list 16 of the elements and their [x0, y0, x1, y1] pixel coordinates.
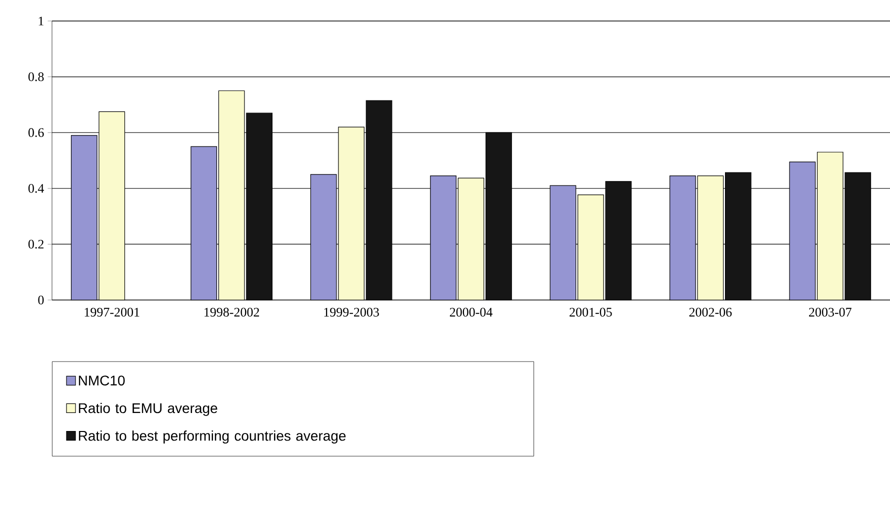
- y-tick-label: 0.6: [28, 128, 44, 138]
- x-tick-label: 2003-07: [809, 308, 852, 317]
- y-tick-label: 0.8: [28, 72, 44, 82]
- x-tick-label: 1997-2001: [84, 308, 140, 317]
- y-tick-label: 1: [38, 16, 44, 26]
- x-tick-label: 1999-2003: [324, 308, 379, 317]
- x-tick-label: 1998-2002: [204, 308, 260, 317]
- x-tick-label: 2000-04: [450, 308, 492, 317]
- legend-label: Ratio to best performing countries average: [78, 430, 346, 444]
- y-tick-label: 0.2: [28, 240, 44, 249]
- x-tick-label: 2002-06: [689, 308, 732, 317]
- legend-label: Ratio to EMU average: [78, 402, 218, 416]
- legend-label: NMC10: [78, 376, 125, 386]
- y-tick-label: 0.4: [28, 184, 44, 193]
- x-tick-label: 2001-05: [570, 308, 612, 317]
- y-tick-label: 0: [38, 296, 44, 304]
